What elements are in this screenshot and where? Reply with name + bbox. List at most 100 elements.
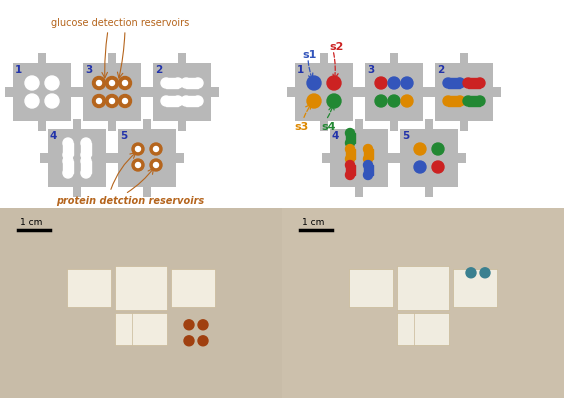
Circle shape — [184, 320, 194, 330]
Polygon shape — [166, 78, 178, 88]
Bar — [141, 87, 149, 97]
Circle shape — [109, 98, 114, 103]
Bar — [414, 313, 450, 345]
Polygon shape — [81, 161, 91, 173]
Circle shape — [414, 143, 426, 155]
Circle shape — [81, 156, 91, 166]
Circle shape — [432, 161, 444, 173]
Bar — [427, 87, 435, 97]
Circle shape — [63, 138, 73, 148]
Circle shape — [184, 336, 194, 346]
Polygon shape — [364, 149, 372, 159]
Circle shape — [153, 162, 158, 168]
Bar — [357, 87, 365, 97]
Circle shape — [414, 161, 426, 173]
Circle shape — [45, 94, 59, 108]
Bar — [458, 153, 466, 163]
Circle shape — [96, 98, 102, 103]
Circle shape — [105, 94, 118, 107]
Bar — [143, 119, 151, 129]
Circle shape — [198, 336, 208, 346]
Bar — [178, 121, 186, 131]
Text: 1 cm: 1 cm — [302, 218, 324, 227]
Circle shape — [346, 160, 355, 170]
Circle shape — [96, 80, 102, 86]
Polygon shape — [186, 78, 198, 88]
Bar — [320, 53, 328, 63]
Circle shape — [161, 96, 171, 106]
Bar — [73, 187, 81, 197]
Circle shape — [122, 98, 127, 103]
Circle shape — [364, 160, 372, 170]
Circle shape — [364, 170, 372, 179]
Circle shape — [81, 168, 91, 178]
Bar — [425, 119, 433, 129]
Text: 1 cm: 1 cm — [20, 218, 42, 227]
Circle shape — [455, 78, 465, 88]
Bar — [396, 313, 432, 345]
Circle shape — [173, 96, 183, 106]
Circle shape — [307, 76, 321, 90]
Bar — [460, 53, 468, 63]
Circle shape — [63, 156, 73, 166]
Circle shape — [443, 78, 453, 88]
Circle shape — [327, 76, 341, 90]
Bar — [38, 53, 46, 63]
Circle shape — [463, 96, 473, 106]
Polygon shape — [346, 165, 355, 175]
Circle shape — [118, 76, 131, 90]
Polygon shape — [81, 143, 91, 155]
Circle shape — [475, 96, 485, 106]
Polygon shape — [364, 165, 372, 175]
Bar — [493, 87, 501, 97]
Text: protein detction reservoirs: protein detction reservoirs — [56, 196, 204, 206]
Circle shape — [105, 76, 118, 90]
Circle shape — [150, 143, 162, 155]
Polygon shape — [468, 96, 480, 106]
Text: 5: 5 — [120, 131, 127, 141]
Bar — [435, 63, 493, 121]
Circle shape — [432, 143, 444, 155]
Bar — [425, 187, 433, 197]
Bar — [390, 53, 398, 63]
Bar — [423, 87, 431, 97]
Circle shape — [375, 95, 387, 107]
Bar — [365, 63, 423, 121]
Bar — [0, 208, 282, 398]
Bar — [211, 87, 219, 97]
Text: 5: 5 — [402, 131, 409, 141]
Circle shape — [63, 150, 73, 160]
Circle shape — [375, 77, 387, 89]
Circle shape — [135, 146, 140, 152]
Circle shape — [173, 78, 183, 88]
Circle shape — [364, 154, 372, 164]
Text: 2: 2 — [155, 65, 162, 75]
Bar — [178, 53, 186, 63]
Polygon shape — [448, 96, 460, 106]
Bar — [171, 269, 215, 306]
Bar — [67, 269, 111, 306]
Polygon shape — [346, 149, 355, 159]
Circle shape — [346, 144, 355, 154]
Bar — [330, 129, 388, 187]
Bar — [48, 129, 106, 187]
Circle shape — [45, 76, 59, 90]
Bar — [143, 187, 151, 197]
Text: 4: 4 — [50, 131, 58, 141]
Bar — [75, 87, 83, 97]
Bar — [390, 121, 398, 131]
Polygon shape — [63, 143, 73, 155]
Bar — [322, 153, 330, 163]
Bar — [83, 63, 141, 121]
Circle shape — [153, 146, 158, 152]
Circle shape — [25, 76, 39, 90]
Circle shape — [150, 159, 162, 171]
Circle shape — [181, 96, 191, 106]
Bar — [388, 153, 396, 163]
Circle shape — [135, 162, 140, 168]
Circle shape — [81, 150, 91, 160]
Bar — [108, 53, 116, 63]
Bar — [132, 313, 168, 345]
Text: s1: s1 — [302, 50, 316, 60]
Circle shape — [307, 94, 321, 108]
